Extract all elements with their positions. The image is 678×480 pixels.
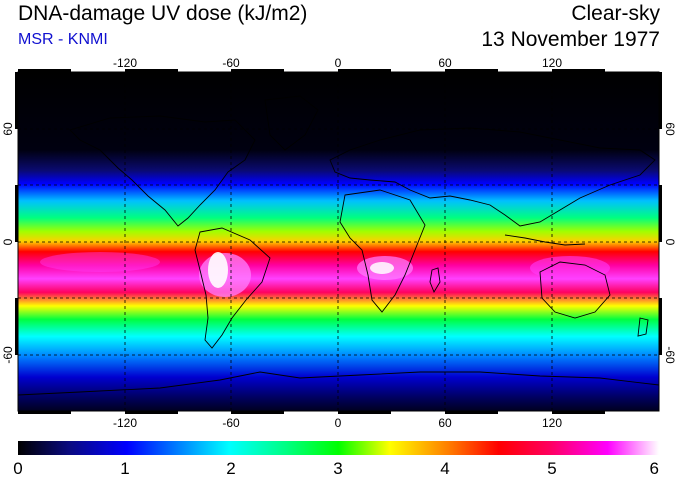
madagascar-coastline bbox=[429, 267, 441, 294]
south-america-coastline bbox=[194, 227, 271, 349]
lat-tick-left-n60: 60 bbox=[1, 122, 15, 136]
colorbar-tick-6: 6 bbox=[650, 459, 659, 478]
lon-tick-top-w120: -120 bbox=[113, 56, 137, 70]
north-america-coastline bbox=[69, 115, 256, 227]
africa-coastline bbox=[339, 189, 426, 313]
lat-tick-right-0: 0 bbox=[663, 239, 677, 246]
frame-scale-bars bbox=[15, 69, 662, 414]
lat-tick-right-n60: 60 bbox=[663, 122, 677, 136]
lon-tick-top-0: 0 bbox=[335, 56, 342, 70]
colorbar bbox=[18, 441, 659, 455]
antarctica-coastline bbox=[18, 371, 659, 396]
lon-tick-bottom-e60: 60 bbox=[438, 416, 452, 430]
colorbar-tick-1: 1 bbox=[120, 459, 129, 478]
lon-tick-bottom-w60: -60 bbox=[222, 416, 240, 430]
colorbar-tick-5: 5 bbox=[547, 459, 556, 478]
lat-tick-right-s60: -60 bbox=[663, 346, 677, 364]
colorbar-tick-0: 0 bbox=[13, 459, 22, 478]
date-label: 13 November 1977 bbox=[481, 28, 660, 51]
uv-dose-field bbox=[18, 72, 659, 411]
australia-coastline bbox=[539, 261, 611, 319]
lon-tick-bottom-0: 0 bbox=[335, 416, 342, 430]
lon-tick-bottom-e120: 120 bbox=[542, 416, 562, 430]
australia-hotspot bbox=[530, 256, 610, 280]
map-title: DNA-damage UV dose (kJ/m2) bbox=[18, 2, 308, 25]
greenland-coastline bbox=[264, 95, 319, 151]
colorbar-tick-4: 4 bbox=[440, 459, 449, 478]
colorbar-tick-2: 2 bbox=[226, 459, 235, 478]
colorbar-tick-3: 3 bbox=[333, 459, 342, 478]
data-source-label: MSR - KNMI bbox=[18, 31, 108, 48]
sky-condition-label: Clear-sky bbox=[571, 2, 660, 25]
indonesia-coastline bbox=[504, 234, 586, 246]
new-zealand-coastline bbox=[637, 317, 649, 337]
lon-tick-top-e120: 120 bbox=[542, 56, 562, 70]
lon-tick-top-e60: 60 bbox=[438, 56, 452, 70]
lon-tick-top-w60: -60 bbox=[222, 56, 240, 70]
lat-tick-left-s60: -60 bbox=[1, 346, 15, 364]
lon-tick-bottom-w120: -120 bbox=[113, 416, 137, 430]
lat-tick-left-0: 0 bbox=[1, 238, 15, 245]
graticule bbox=[18, 72, 659, 411]
